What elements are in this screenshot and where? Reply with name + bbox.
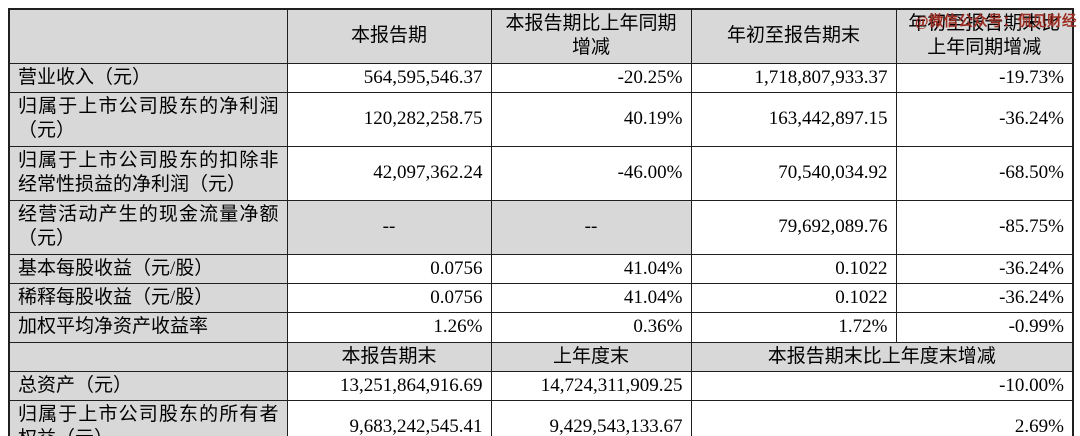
cell-ytd-yoy-change: -36.24% [895, 282, 1074, 314]
cell-current-period: 0.0756 [286, 253, 492, 284]
table-row-diluted-eps: 稀释每股收益（元/股） 0.0756 41.04% 0.1022 -36.24% [8, 282, 1074, 314]
cell-yoy-change: -- [490, 199, 692, 255]
header-ytd-yoy-line1: 年初至报告期末比 [908, 13, 1061, 34]
cell-yoy-change: -20.25% [490, 62, 692, 93]
cell-ytd-yoy-change: -19.73% [895, 62, 1074, 93]
row-label: 归属于上市公司股东的扣除非经常性损益的净利润（元） [8, 145, 288, 201]
cell-prior-year-end: 9,429,543,133.67 [490, 400, 692, 436]
cell-ytd: 79,692,089.76 [690, 199, 897, 255]
cell-ytd-yoy-change: -36.24% [895, 253, 1074, 284]
cell-current-period: 1.26% [286, 312, 492, 343]
cell-ytd-yoy-change: -0.99% [895, 312, 1074, 343]
cell-prior-year-end: 14,724,311,909.25 [490, 370, 692, 402]
header-cell-ytd: 年初至报告期末 [690, 8, 897, 64]
table-row-total-assets: 总资产（元） 13,251,864,916.69 14,724,311,909.… [8, 370, 1074, 402]
cell-ytd: 0.1022 [690, 253, 897, 284]
row-label: 归属于上市公司股东的净利润（元） [8, 91, 288, 147]
cell-ytd: 1,718,807,933.37 [690, 62, 897, 93]
cell-ytd-yoy-change: -68.50% [895, 145, 1074, 201]
cell-yoy-change: -46.00% [490, 145, 692, 201]
table-row-basic-eps: 基本每股收益（元/股） 0.0756 41.04% 0.1022 -36.24% [8, 253, 1074, 284]
table-row-revenue: 营业收入（元） 564,595,546.37 -20.25% 1,718,807… [8, 62, 1074, 93]
header-yoy-line2: 增减 [571, 37, 610, 59]
header-cell-current-period: 本报告期 [286, 8, 492, 64]
cell-end-of-period: 9,683,242,545.41 [286, 400, 492, 436]
table-row-owners-equity: 归属于上市公司股东的所有者权益（元） 9,683,242,545.41 9,42… [8, 400, 1074, 436]
row-label: 基本每股收益（元/股） [8, 253, 288, 284]
table-row-net-profit: 归属于上市公司股东的净利润（元） 120,282,258.75 40.19% 1… [8, 91, 1074, 147]
cell-current-period: 120,282,258.75 [286, 91, 492, 147]
row-label: 归属于上市公司股东的所有者权益（元） [8, 400, 288, 436]
row-label: 总资产（元） [8, 370, 288, 402]
eop-header-row: 本报告期末 上年度末 本报告期末比上年度末增减 [8, 341, 1074, 372]
cell-current-period: 42,097,362.24 [286, 145, 492, 201]
header-row: 本报告期 本报告期比上年同期 增减 年初至报告期末 年初至报告期末比 上年同期增减 [8, 8, 1074, 64]
cell-current-period: -- [286, 199, 492, 255]
cell-change: -10.00% [690, 370, 1074, 402]
row-label: 稀释每股收益（元/股） [8, 282, 288, 314]
header-ytd-yoy-line2: 上年同期增减 [927, 37, 1042, 59]
cell-current-period: 564,595,546.37 [286, 62, 492, 93]
cell-end-of-period: 13,251,864,916.69 [286, 370, 492, 402]
row-label: 经营活动产生的现金流量净额（元） [8, 199, 288, 255]
cell-change: 2.69% [690, 400, 1074, 436]
cell-current-period: 0.0756 [286, 282, 492, 314]
cell-ytd-yoy-change: -36.24% [895, 91, 1074, 147]
header-cell-yoy-change: 本报告期比上年同期 增减 [490, 8, 692, 64]
financial-summary-table: 本报告期 本报告期比上年同期 增减 年初至报告期末 年初至报告期末比 上年同期增减 … [8, 8, 1074, 436]
header-yoy-line1: 本报告期比上年同期 [505, 13, 677, 34]
cell-ytd-yoy-change: -85.75% [895, 199, 1074, 255]
wechat-watermark: @微信公众号：侃见财经 [915, 14, 1077, 30]
cell-ytd: 70,540,034.92 [690, 145, 897, 201]
eop-header-cell-prior-year-end: 上年度末 [490, 341, 692, 372]
cell-ytd: 163,442,897.15 [690, 91, 897, 147]
table-row-net-profit-excl-nonrecurring: 归属于上市公司股东的扣除非经常性损益的净利润（元） 42,097,362.24 … [8, 145, 1074, 201]
cell-ytd: 1.72% [690, 312, 897, 343]
table-row-weighted-avg-roe: 加权平均净资产收益率 1.26% 0.36% 1.72% -0.99% [8, 312, 1074, 343]
header-cell-empty [8, 8, 288, 64]
cell-yoy-change: 0.36% [490, 312, 692, 343]
eop-header-cell-end-of-period: 本报告期末 [286, 341, 492, 372]
table-row-operating-cash-flow: 经营活动产生的现金流量净额（元） -- -- 79,692,089.76 -85… [8, 199, 1074, 255]
cell-yoy-change: 41.04% [490, 282, 692, 314]
eop-header-cell-change: 本报告期末比上年度末增减 [690, 341, 1074, 372]
row-label: 加权平均净资产收益率 [8, 312, 288, 343]
row-label: 营业收入（元） [8, 62, 288, 93]
eop-header-cell-empty [8, 341, 288, 372]
header-cell-ytd-yoy-change: 年初至报告期末比 上年同期增减 [895, 8, 1074, 64]
cell-ytd: 0.1022 [690, 282, 897, 314]
cell-yoy-change: 41.04% [490, 253, 692, 284]
cell-yoy-change: 40.19% [490, 91, 692, 147]
